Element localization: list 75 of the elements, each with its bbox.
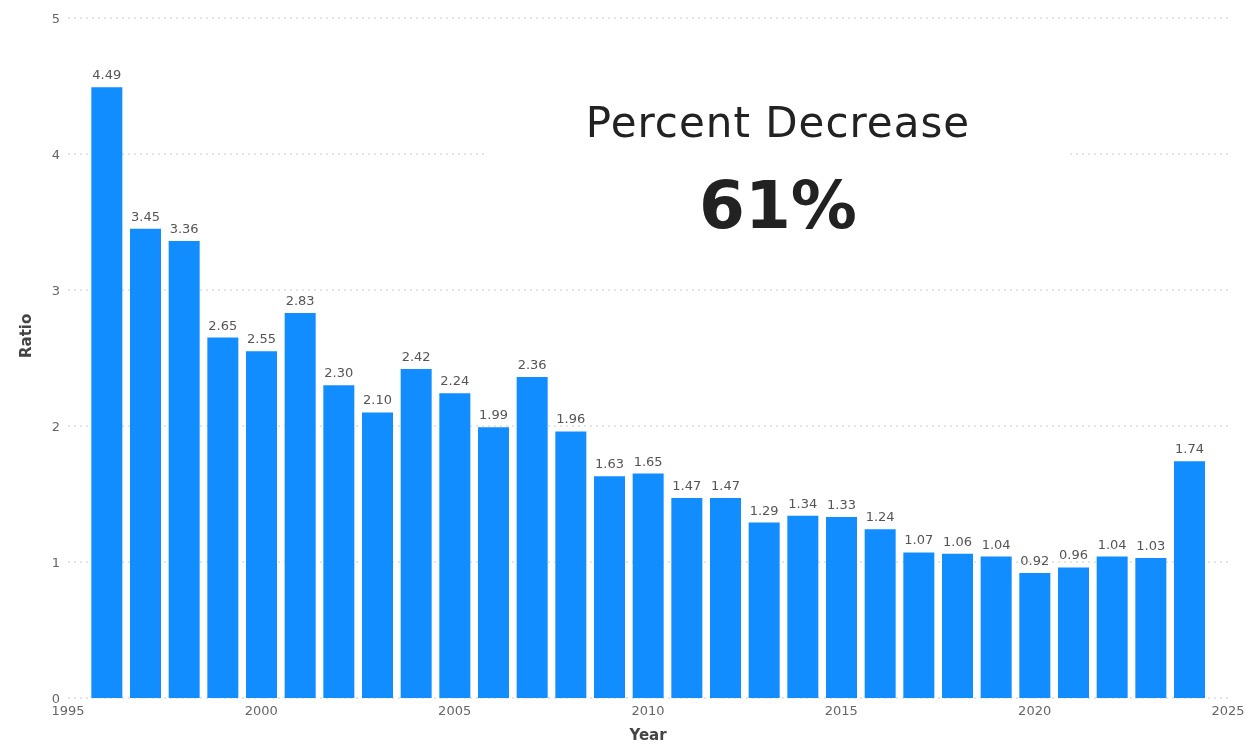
bar bbox=[400, 368, 432, 698]
y-tick-label: 3 bbox=[51, 282, 60, 298]
bar bbox=[632, 473, 664, 698]
bar bbox=[323, 385, 355, 698]
bar bbox=[980, 556, 1012, 698]
data-label: 2.24 bbox=[440, 373, 470, 389]
data-label: 2.42 bbox=[401, 348, 431, 364]
bar bbox=[903, 552, 935, 698]
data-label: 2.65 bbox=[208, 317, 238, 333]
y-axis-title: Ratio bbox=[17, 313, 36, 358]
data-label: 1.47 bbox=[711, 478, 740, 494]
data-label: 1.24 bbox=[865, 509, 895, 525]
data-label: 3.45 bbox=[131, 208, 160, 224]
data-label: 1.47 bbox=[672, 478, 702, 494]
bar bbox=[168, 241, 200, 698]
data-label: 1.03 bbox=[1136, 537, 1166, 553]
bar bbox=[710, 498, 741, 698]
data-label: 1.29 bbox=[749, 502, 779, 518]
data-label: 0.92 bbox=[1020, 552, 1050, 568]
bar bbox=[246, 351, 277, 698]
bar bbox=[671, 498, 703, 698]
y-tick-label: 0 bbox=[51, 690, 60, 706]
bar bbox=[1096, 556, 1128, 698]
x-tick-label: 2005 bbox=[438, 703, 472, 719]
y-tick-label: 5 bbox=[51, 10, 60, 26]
bar bbox=[1058, 567, 1089, 698]
data-label: 1.63 bbox=[595, 456, 624, 472]
bar bbox=[826, 517, 857, 698]
data-label: 1.99 bbox=[479, 407, 508, 423]
bar bbox=[1174, 461, 1205, 698]
y-tick-label: 2 bbox=[51, 418, 60, 434]
data-label: 1.04 bbox=[981, 536, 1011, 552]
bar bbox=[516, 377, 548, 698]
bar bbox=[130, 228, 161, 698]
y-tick-label: 4 bbox=[51, 146, 60, 162]
data-label: 1.74 bbox=[1175, 441, 1204, 457]
annotation: 61% bbox=[698, 167, 858, 244]
data-label: 4.49 bbox=[92, 67, 122, 83]
bar bbox=[284, 313, 316, 698]
bar bbox=[1019, 572, 1051, 698]
data-label: 2.10 bbox=[363, 392, 392, 408]
x-tick-label: 2025 bbox=[1211, 703, 1245, 719]
data-label: 2.83 bbox=[285, 293, 315, 309]
x-tick-label: 2000 bbox=[244, 703, 278, 719]
x-axis-title: Year bbox=[628, 726, 668, 744]
bar bbox=[439, 393, 471, 698]
annotation: Percent Decrease bbox=[584, 98, 972, 147]
x-tick-label: 2020 bbox=[1018, 703, 1052, 719]
data-label: 2.30 bbox=[324, 365, 354, 381]
x-tick-label: 2015 bbox=[824, 703, 858, 719]
bar bbox=[748, 522, 780, 698]
bar bbox=[555, 431, 587, 698]
data-label: 1.96 bbox=[556, 411, 586, 427]
data-label: 2.55 bbox=[247, 331, 276, 347]
data-label: 1.06 bbox=[943, 533, 972, 549]
bar bbox=[478, 427, 509, 698]
bar bbox=[942, 553, 973, 698]
data-label: 1.65 bbox=[633, 453, 663, 469]
data-label: 0.96 bbox=[1059, 547, 1088, 563]
x-tick-label: 1995 bbox=[51, 703, 85, 719]
bar bbox=[91, 87, 123, 698]
bar bbox=[1135, 557, 1167, 698]
bar bbox=[787, 515, 819, 698]
data-label: 1.34 bbox=[788, 495, 818, 511]
bar bbox=[864, 529, 896, 698]
x-tick-label: 2010 bbox=[631, 703, 665, 719]
data-label: 3.36 bbox=[169, 221, 199, 237]
data-label: 1.07 bbox=[904, 532, 934, 548]
data-label: 1.33 bbox=[827, 497, 856, 513]
y-tick-label: 1 bbox=[51, 554, 60, 570]
data-label: 1.04 bbox=[1097, 536, 1127, 552]
bar bbox=[362, 412, 393, 698]
data-label: 2.36 bbox=[517, 357, 547, 373]
bar bbox=[207, 337, 239, 698]
bar bbox=[594, 476, 625, 698]
